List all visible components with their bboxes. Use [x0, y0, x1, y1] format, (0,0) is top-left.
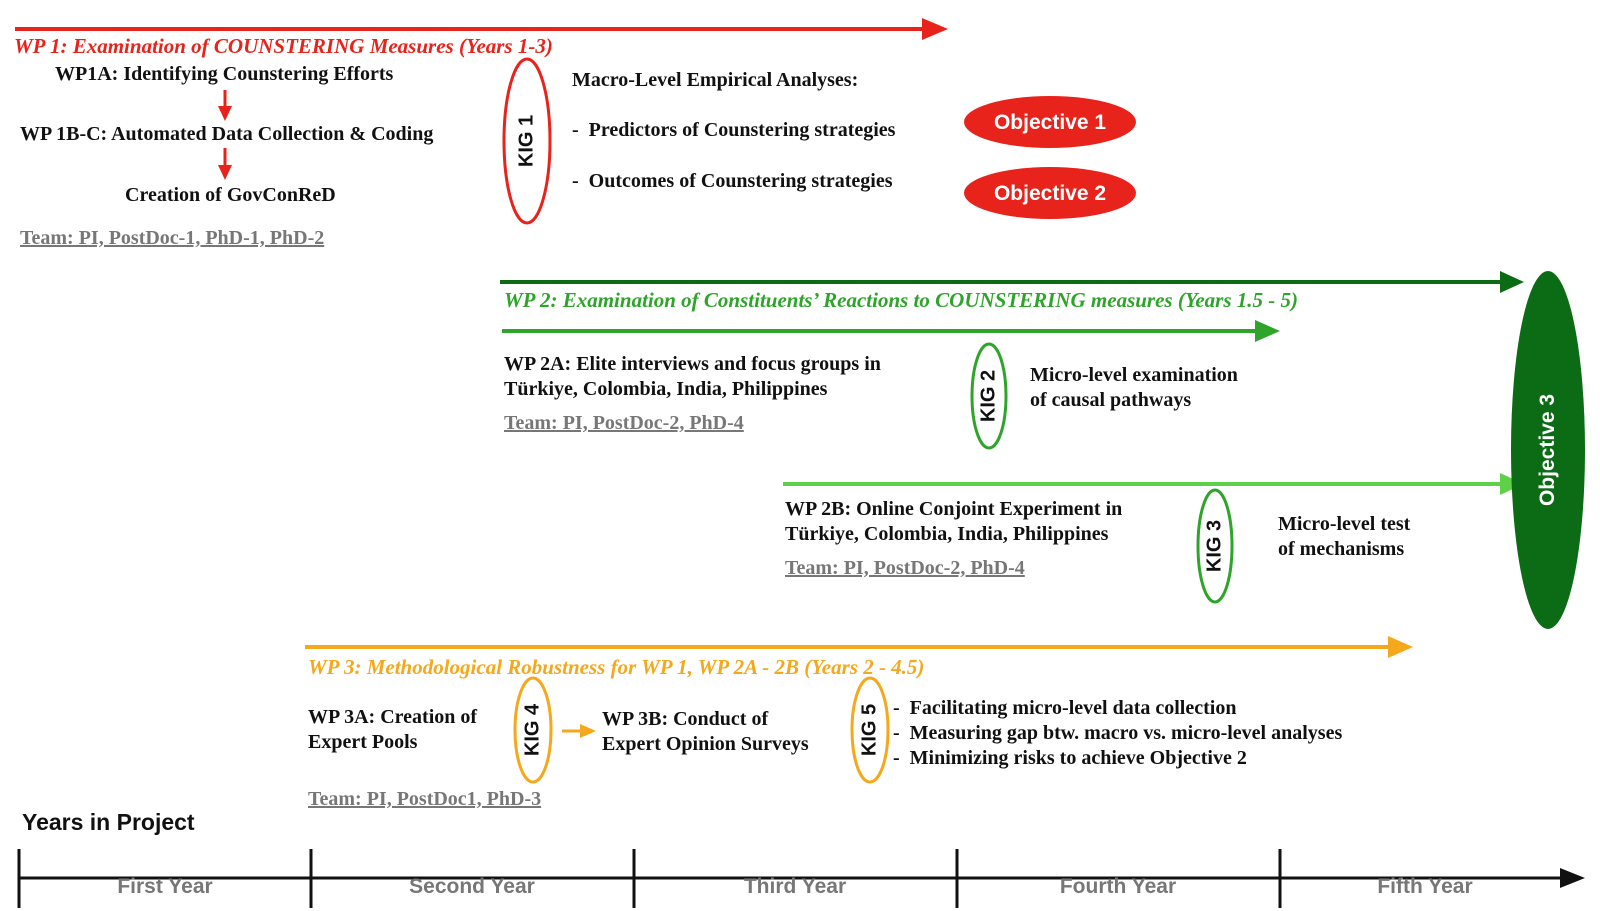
wp1-bullet-outcomes: - Outcomes of Counstering strategies [572, 170, 893, 192]
wp2a-result-line1: Micro-level examination [1030, 364, 1238, 386]
govconred-label: Creation of GovConReD [125, 184, 336, 206]
wp3a-line1: WP 3A: Creation of [308, 706, 478, 728]
wp2b-line1: WP 2B: Online Conjoint Experiment in [785, 498, 1123, 520]
wp3a-line2: Expert Pools [308, 731, 418, 753]
wp1bc-label: WP 1B-C: Automated Data Collection & Cod… [20, 123, 434, 145]
wp1-team: Team: PI, PostDoc-1, PhD-1, PhD-2 [20, 227, 325, 249]
objective-3-badge [1511, 271, 1585, 629]
wp3-bullet-3: - Minimizing risks to achieve Objective … [893, 747, 1247, 769]
kig1-oval [502, 57, 552, 225]
wp2a-result-line2: of causal pathways [1030, 389, 1192, 411]
year-1-label: First Year [117, 875, 213, 898]
timeline-axis [17, 849, 1585, 908]
wp2b-team: Team: PI, PostDoc-2, PhD-4 [785, 557, 1025, 579]
wp1bc-to-result-arrow [218, 148, 232, 180]
wp2b-line2: Türkiye, Colombia, India, Philippines [785, 523, 1109, 545]
year-5-label: Fifth Year [1377, 875, 1473, 898]
kig4-label: KIG 4 [521, 703, 544, 757]
objective-1-badge [964, 96, 1136, 148]
wp3-team: Team: PI, PostDoc1, PhD-3 [308, 788, 542, 810]
wp3a-to-wp3b-arrow [562, 724, 596, 738]
wp1a-label: WP1A: Identifying Counstering Efforts [55, 63, 394, 85]
objective-2-badge [964, 167, 1136, 219]
kig3-oval [1196, 488, 1234, 604]
objective-3-label: Objective 3 [1536, 393, 1559, 507]
kig5-oval [850, 676, 890, 784]
kig1-label: KIG 1 [515, 114, 538, 168]
wp2b-arrow [783, 473, 1524, 495]
wp2b-result-line1: Micro-level test [1278, 513, 1411, 535]
wp1-bullet-predictors: - Predictors of Counstering strategies [572, 119, 896, 141]
wp3-bullet-1: - Facilitating micro-level data collecti… [893, 697, 1237, 719]
wp2a-team: Team: PI, PostDoc-2, PhD-4 [504, 412, 744, 434]
wp1-analysis-heading: Macro-Level Empirical Analyses: [572, 69, 859, 91]
wp2a-line2: Türkiye, Colombia, India, Philippines [504, 378, 828, 400]
wp1-arrow [15, 18, 948, 40]
wp1-title: WP 1: Examination of COUNSTERING Measure… [14, 34, 553, 58]
kig4-oval [513, 676, 553, 784]
wp3b-line2: Expert Opinion Surveys [602, 733, 809, 755]
wp3-arrow [305, 636, 1413, 658]
wp2-title: WP 2: Examination of Constituents’ React… [504, 288, 1298, 312]
timeline-heading: Years in Project [22, 809, 195, 835]
wp3b-line1: WP 3B: Conduct of [602, 708, 769, 730]
kig2-label: KIG 2 [977, 369, 1000, 423]
objective-1-label: Objective 1 [993, 111, 1107, 134]
kig3-label: KIG 3 [1203, 519, 1226, 573]
kig2-oval [970, 342, 1008, 450]
year-4-label: Fourth Year [1059, 875, 1177, 898]
year-2-label: Second Year [409, 875, 535, 898]
wp3-title: WP 3: Methodological Robustness for WP 1… [308, 655, 925, 679]
wp2-arrow [500, 271, 1524, 293]
wp2a-arrow [502, 320, 1280, 342]
objective-2-label: Objective 2 [993, 182, 1107, 205]
wp2b-result-line2: of mechanisms [1278, 538, 1405, 560]
year-3-label: Third Year [743, 875, 847, 898]
kig5-label: KIG 5 [858, 703, 881, 757]
wp1a-to-wp1bc-arrow [218, 90, 232, 121]
wp2a-line1: WP 2A: Elite interviews and focus groups… [504, 353, 881, 375]
wp3-bullet-2: - Measuring gap btw. macro vs. micro-lev… [893, 722, 1343, 744]
